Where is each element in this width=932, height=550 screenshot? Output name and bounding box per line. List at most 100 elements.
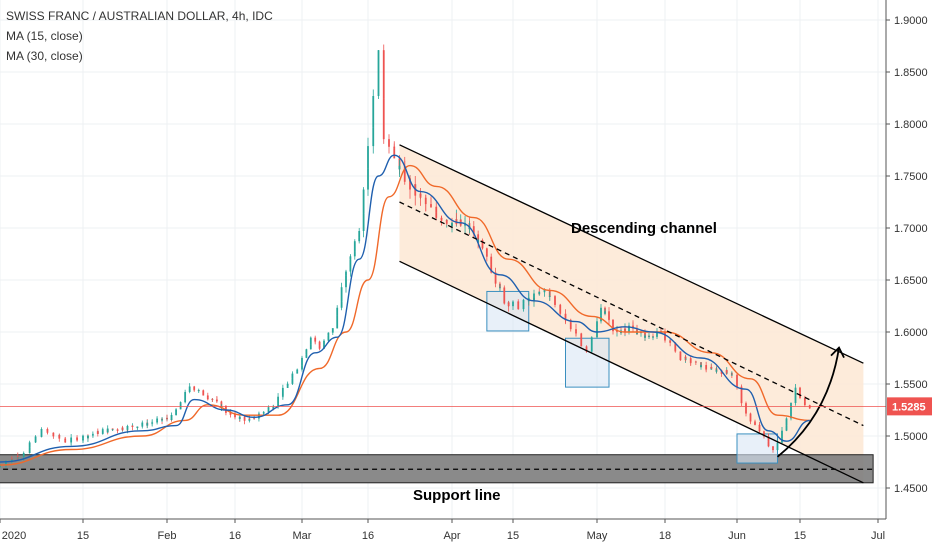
candle-body [776, 442, 779, 446]
candle-body [372, 95, 375, 128]
candle-body [141, 422, 144, 426]
x-tick-label: 15 [507, 530, 519, 542]
y-tick-label: 1.9000 [894, 15, 928, 27]
candle-body [600, 307, 602, 316]
candle-body [111, 428, 114, 430]
candle-body [116, 430, 119, 432]
y-tick-label: 1.5500 [894, 379, 928, 391]
candle-body [188, 386, 191, 389]
x-tick-label: Jul [871, 530, 885, 542]
candle-body [664, 331, 666, 336]
candle-body [184, 399, 187, 403]
candle-body [286, 383, 289, 387]
x-tick-label: May [587, 530, 608, 542]
candle-body [499, 287, 501, 289]
candle-body [331, 328, 334, 330]
candle-body [559, 308, 562, 314]
candle-body [740, 386, 743, 393]
candle-body [590, 345, 593, 352]
candle-body [636, 333, 638, 335]
x-tick-label: Feb [158, 530, 177, 542]
breakout-arrow [776, 347, 840, 458]
x-tick-label: 16 [362, 530, 374, 542]
candle-body [652, 336, 654, 338]
candle-body [604, 311, 606, 314]
candle-body [445, 220, 448, 224]
x-tick-label: 15 [794, 530, 806, 542]
channel-midline [399, 201, 864, 427]
candle-body [179, 402, 182, 404]
candle-body [234, 413, 236, 418]
candle-body [754, 422, 756, 425]
candle-body [301, 357, 303, 366]
candle-body [758, 426, 761, 432]
candle-body [70, 437, 73, 442]
candle-body [64, 440, 67, 443]
legend-ma15: MA (15, close) [6, 29, 83, 43]
candle-body [694, 361, 697, 363]
candle-body [353, 241, 356, 252]
candle-body [393, 148, 396, 159]
candle-body [507, 302, 510, 307]
channel-lower-line [399, 260, 864, 484]
candle-body [28, 442, 31, 448]
candle-body [382, 98, 385, 140]
candle-body [382, 50, 385, 99]
candle-body [345, 271, 347, 276]
candle-body [554, 299, 556, 305]
candle-body [220, 406, 223, 408]
candle-body [82, 435, 84, 439]
candle-body [22, 453, 25, 455]
candle-body [336, 315, 339, 329]
candle-body [684, 356, 687, 359]
candle-body [229, 411, 232, 415]
breakout-arrowhead [830, 346, 845, 359]
candle-body [286, 386, 289, 388]
candle-body [745, 406, 747, 414]
candle-body [206, 397, 209, 400]
candle-body [517, 301, 520, 310]
candle-body [477, 240, 480, 243]
candle-body [790, 403, 792, 412]
candle-body [575, 329, 577, 332]
candle-body [96, 431, 99, 434]
candle-body [309, 337, 312, 345]
candle-body [481, 240, 484, 246]
candle-body [538, 291, 541, 294]
candle-body [494, 277, 497, 284]
candle-body [725, 370, 728, 373]
candle-body [608, 311, 610, 320]
candle-body [388, 145, 390, 147]
candle-body [608, 319, 610, 320]
candle-body [700, 365, 702, 368]
candle-body [305, 354, 308, 358]
candle-body [327, 332, 330, 336]
candle-body [736, 381, 738, 387]
candle-body [367, 168, 369, 190]
candle-body [362, 189, 365, 214]
channel-label: Descending channel [571, 220, 717, 237]
candle-body [430, 206, 432, 208]
candle-body [674, 342, 677, 351]
highlight-box-1 [486, 290, 530, 332]
candle-body [715, 370, 718, 372]
legend-ma30: MA (30, close) [6, 49, 83, 63]
candle-body [419, 193, 422, 198]
y-tick-label: 1.6500 [894, 275, 928, 287]
candle-body [46, 431, 49, 433]
y-tick-label: 1.4500 [894, 483, 928, 495]
candle-body [323, 340, 325, 345]
candle-body [291, 373, 294, 379]
candle-body [794, 387, 797, 396]
candle-body [262, 411, 265, 413]
candle-body [503, 293, 506, 304]
candle-body [377, 50, 380, 85]
candle-body [136, 426, 139, 428]
candle-body [340, 287, 343, 302]
candle-body [156, 418, 159, 421]
candle-body [648, 336, 650, 338]
candle-body [277, 396, 279, 404]
candle-body [669, 340, 672, 343]
candle-body [131, 425, 134, 428]
